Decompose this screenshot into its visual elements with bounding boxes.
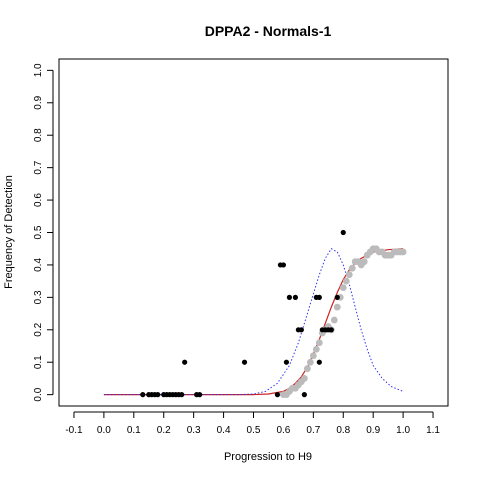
y-tick-label: 0.0 [33,387,44,401]
observed-point [340,229,346,236]
x-tick-label: 0.4 [217,425,231,436]
observed-point [182,359,188,365]
y-tick-label: 0.3 [33,290,44,304]
y-tick-label: 0.2 [33,322,44,336]
y-tick-label: 0.9 [33,95,44,109]
smoothed-point [333,303,341,311]
x-tick-label: 0.9 [366,425,380,436]
smoothed-point [303,365,311,373]
x-tick-label: 1.1 [426,425,440,436]
smoothed-point [309,352,317,360]
x-axis-label: Progression to H9 [224,451,312,463]
fitted-curve-line [103,248,404,396]
observed-point [179,392,185,398]
smoothed-point [300,375,308,382]
x-tick-label: 0.5 [247,425,261,436]
observed-point [328,327,334,333]
smoothed-point [348,264,356,272]
observed-point [316,294,322,300]
y-tick-label: 0.4 [33,258,44,272]
plot-frame [58,58,449,407]
observed-point [197,392,203,398]
observed-point [286,294,293,300]
observed-point [283,359,290,365]
observed-point [140,392,146,398]
x-tick-label: 0.0 [97,425,111,436]
y-tick-label: 0.8 [33,128,44,142]
smoothed-point [345,271,353,279]
observed-point [316,359,322,365]
smoothed-point [315,339,323,347]
smoothed-point [312,345,320,353]
observed-point [334,294,340,300]
y-tick-label: 0.6 [33,193,44,207]
x-tick-label: -0.1 [65,425,83,436]
smoothed-point [339,284,347,292]
x-axis: -0.1 0.0 0.1 0.2 0.3 0.4 0.5 0.6 0.7 0.8 0.9 1.0 1.1 [65,411,440,436]
points-layer [140,229,407,399]
observed-point [298,327,304,333]
observed-point [301,392,307,398]
smoothed-point [330,316,338,324]
x-tick-label: 0.2 [157,425,171,436]
smoothed-point [360,258,368,266]
x-tick-label: 0.7 [306,425,320,436]
x-tick-label: 1.0 [396,425,410,436]
y-axis-label: Frequency of Detection [3,175,15,289]
y-tick-label: 0.5 [33,225,44,239]
y-tick-label: 0.7 [33,160,44,174]
y-tick-label: 1.0 [33,63,44,77]
observed-point [280,262,287,268]
x-tick-label: 0.3 [187,425,201,436]
x-tick-label: 0.6 [276,425,290,436]
density-curve-line [103,248,404,396]
observed-point [241,359,248,365]
y-axis: 0.0 0.1 0.2 0.3 0.4 0.5 0.6 0.7 0.8 0.9 1.0 [33,63,54,402]
observed-point [155,392,161,398]
observed-point [292,294,298,300]
x-tick-label: 0.8 [336,425,350,436]
smoothed-point [342,277,350,285]
curves-layer [103,248,404,396]
observed-point [274,392,281,398]
x-tick-label: 0.1 [127,425,141,436]
y-tick-label: 0.1 [33,355,44,369]
smoothed-point [306,358,314,366]
smoothed-point [399,248,407,256]
chart-title: DPPA2 - Normals-1 [205,23,332,39]
